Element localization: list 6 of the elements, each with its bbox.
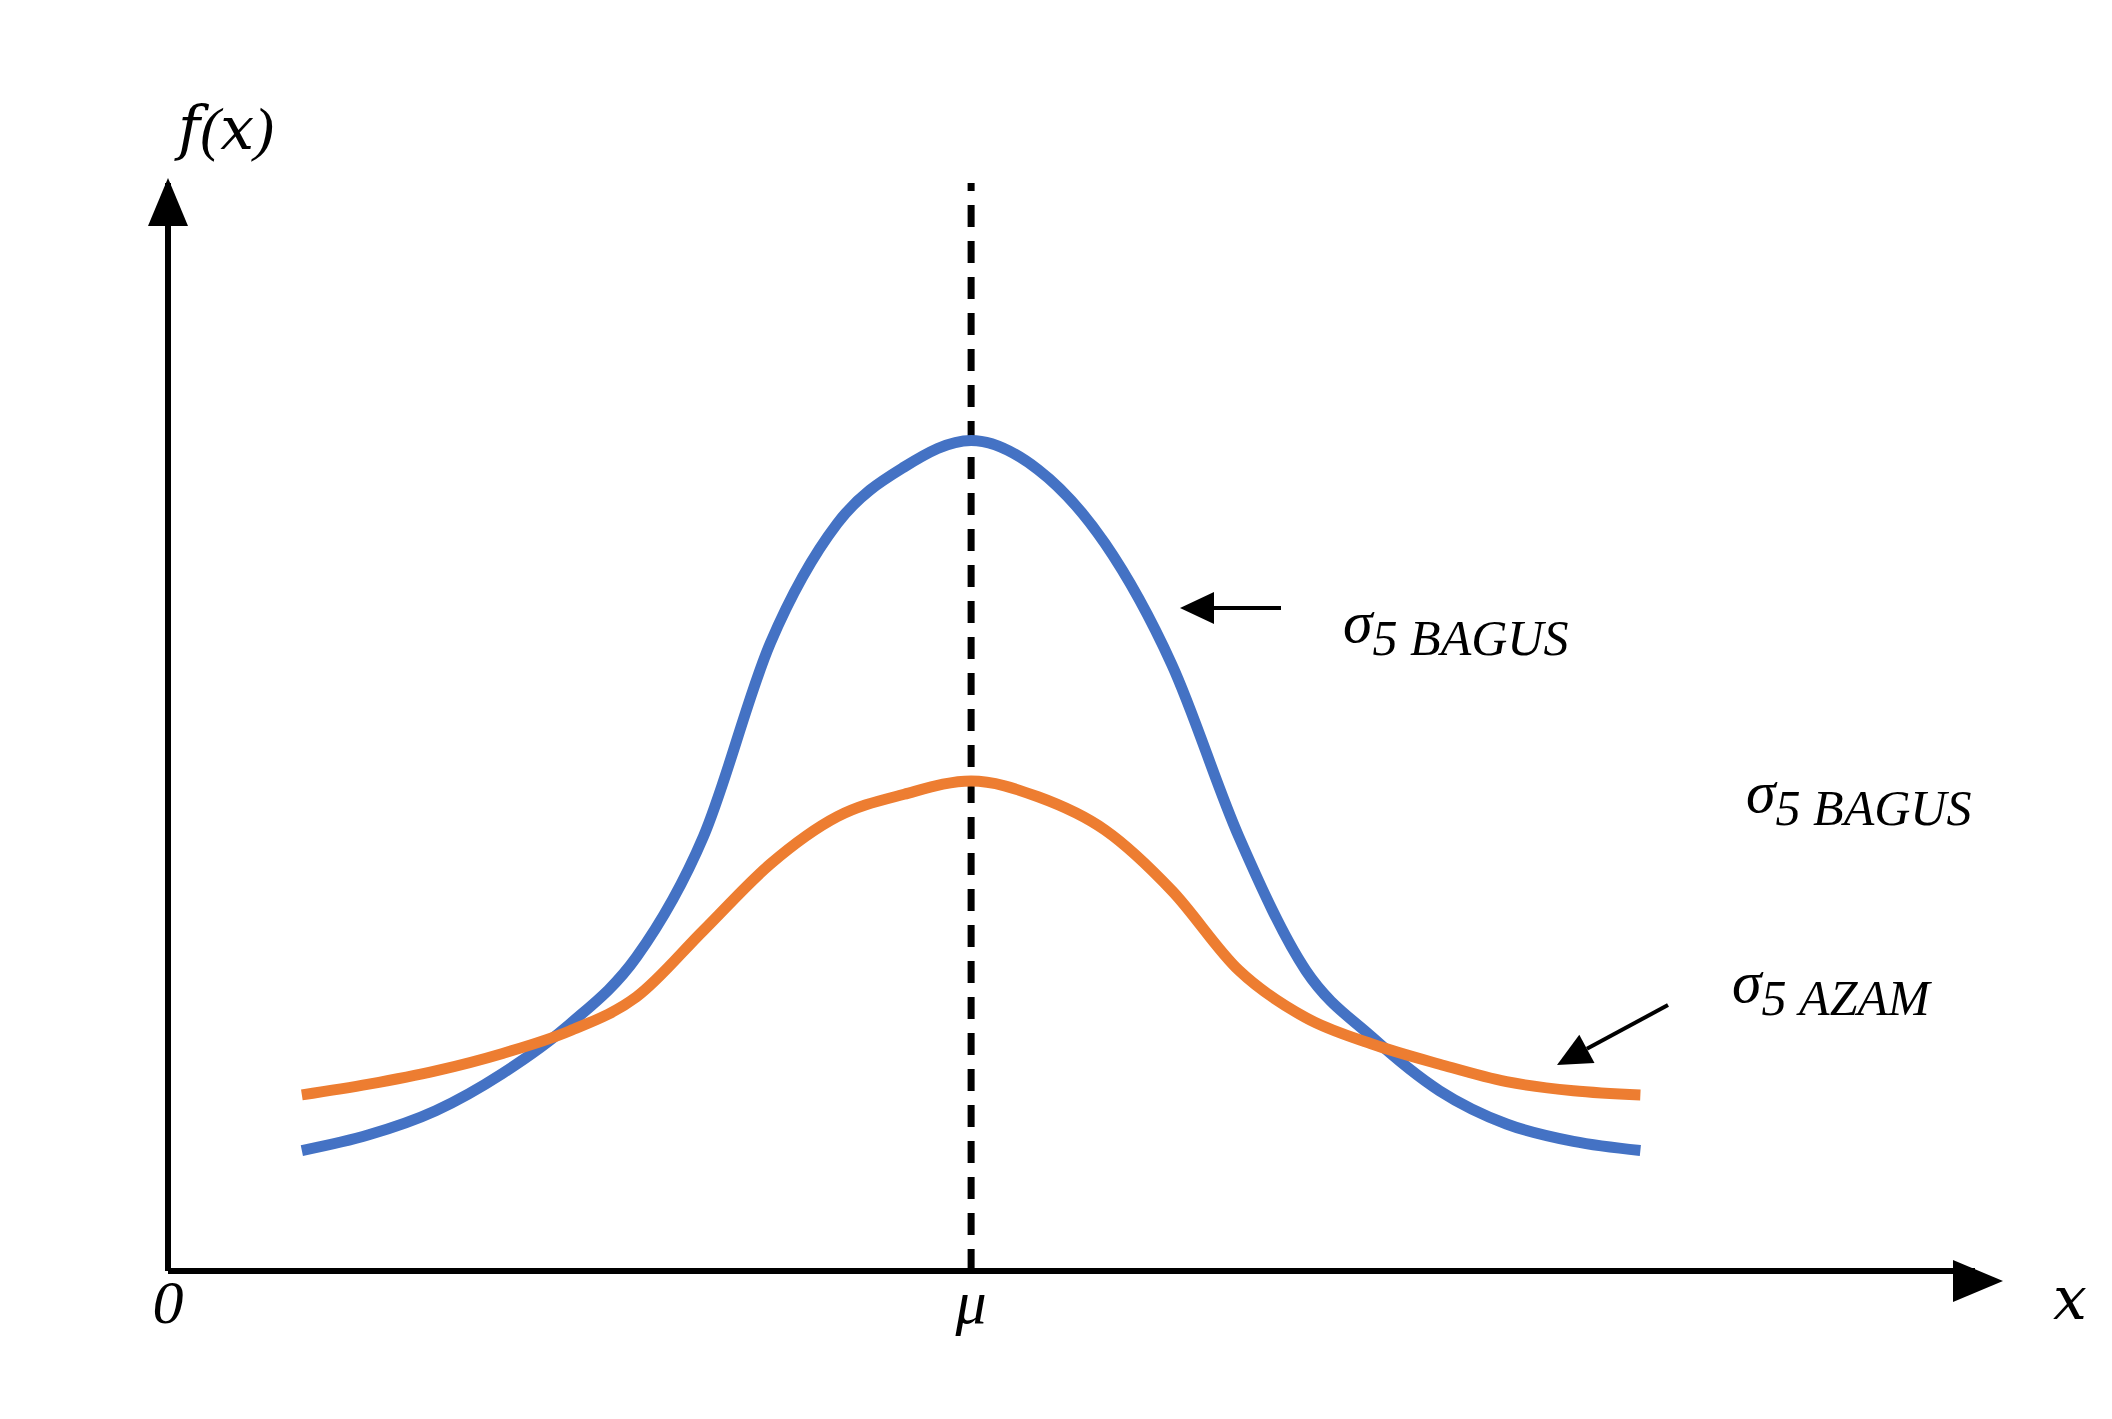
x-tick-label: 0: [152, 1268, 184, 1337]
x-tick-label: μ: [954, 1268, 987, 1337]
annotation: σ$_{5 BAGUS}$: [1746, 758, 1972, 837]
series-label: σ$_{5 AZAM}$: [1732, 948, 1930, 1027]
text: σ$_{5 BAGUS}$: [1343, 588, 1569, 667]
x-axis-title: 𝑥: [2053, 1265, 2087, 1334]
